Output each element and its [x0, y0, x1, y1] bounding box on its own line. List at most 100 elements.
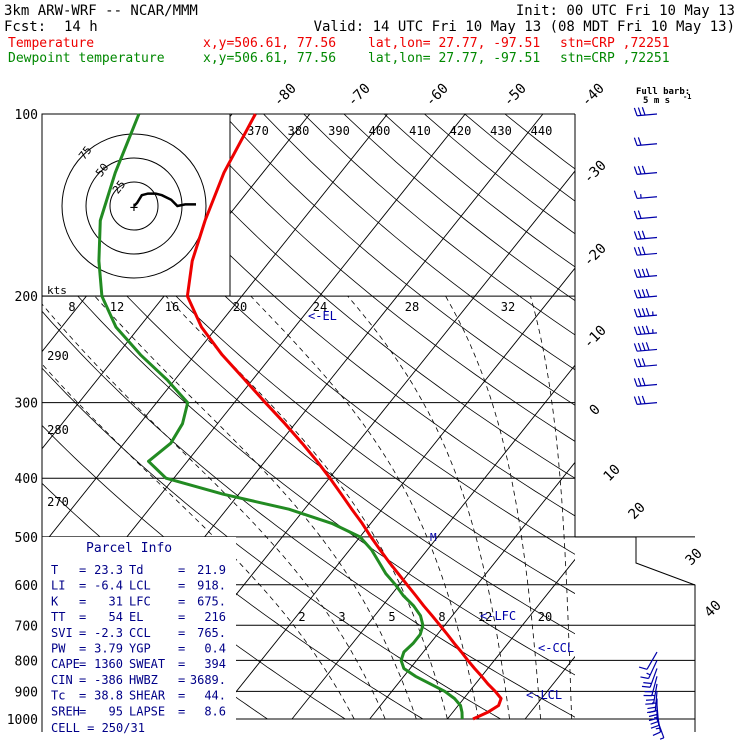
wind-barb-staff — [637, 383, 658, 387]
wind-barb-staff — [637, 236, 658, 240]
wind-barb-staff — [637, 332, 658, 336]
parcel-value: 1360 — [94, 657, 123, 671]
isotherm-line — [447, 558, 575, 720]
wind-barb-half-flag — [646, 672, 651, 676]
mixing-ratio-label: 16 — [165, 300, 179, 314]
wind-barb — [633, 358, 658, 368]
moist-adiabat-line — [445, 295, 541, 720]
dry-adiabat-line — [42, 254, 575, 676]
parcel-equals: = — [79, 610, 86, 624]
parcel-equals: = — [178, 689, 185, 703]
dry-adiabat-line — [343, 114, 575, 302]
wind-barb-staff — [637, 402, 658, 405]
wind-barb-flag — [641, 308, 646, 317]
wind-barb-staff — [637, 364, 658, 368]
parcel-equals: = — [178, 610, 185, 624]
parcel-equals: = — [178, 594, 185, 608]
temperature-trace — [185, 113, 503, 721]
wind-barb-flag — [641, 395, 646, 404]
wind-barb-flag — [637, 230, 642, 240]
skewt-plot-area: 1002003004005006007008009001000755025+kt… — [7, 81, 740, 740]
theta-label: 290 — [47, 349, 69, 363]
mixing-ratio-label: 3 — [338, 610, 345, 624]
wind-barb-flag — [633, 231, 638, 240]
dewpoint-row-latlon: lat,lon= 27.77, -97.51 — [368, 51, 540, 66]
isotherm-label: -30 — [581, 158, 610, 187]
parcel-value: 394 — [204, 657, 226, 671]
wind-barb-flag — [633, 247, 638, 256]
parcel-label: CAPE — [51, 657, 80, 671]
hodograph-ring-label: 25 — [110, 178, 128, 196]
wind-barb-flag — [641, 165, 646, 174]
wind-barb-flag — [637, 396, 642, 405]
parcel-equals: = — [178, 579, 185, 593]
isotherm-label: -60 — [423, 81, 452, 110]
wind-barb-flag — [637, 358, 642, 367]
wind-barb-flag — [641, 685, 651, 688]
wind-barb-flag — [633, 289, 638, 299]
parcel-label: Td — [129, 563, 143, 577]
isotherm-label: -20 — [581, 241, 610, 270]
isotherm-line — [681, 114, 740, 719]
wind-barb-flag — [637, 166, 642, 175]
wind-barb-flag — [641, 358, 646, 367]
dry-adiabat-line — [102, 114, 575, 517]
wind-barb — [633, 268, 658, 278]
wind-barb — [640, 660, 658, 680]
hodograph-ring-label: 50 — [93, 161, 111, 179]
el-marker: <-EL — [308, 309, 337, 323]
wind-barb-flag — [640, 676, 649, 680]
wind-barb-flag — [637, 289, 642, 298]
wind-barb — [633, 325, 658, 336]
wind-barb-flag — [647, 710, 656, 714]
wind-barb-flag — [645, 288, 650, 298]
dry-adiabat-line — [42, 310, 575, 718]
wind-barb-flag — [648, 713, 658, 718]
wind-barb-flag — [641, 268, 646, 277]
temperature-row-latlon: lat,lon= 27.77, -97.51 — [368, 36, 540, 51]
wind-barb-half-flag — [659, 737, 665, 740]
wind-barb — [633, 342, 658, 352]
pressure-tick-label: 1000 — [7, 713, 38, 728]
dewpoint-trace — [97, 113, 464, 720]
hodograph-ring — [109, 181, 159, 231]
parcel-equals: = — [79, 704, 86, 718]
mixing-ratio-label: 32 — [501, 300, 515, 314]
wind-barb-staff — [637, 314, 658, 318]
parcel-equals: = — [178, 704, 185, 718]
wind-barb-flag — [637, 377, 642, 387]
temperature-row-label: Temperature — [8, 36, 94, 51]
isotherm-label: -70 — [345, 81, 374, 110]
mixing-ratio-label: 12 — [110, 300, 124, 314]
wind-barb-flag — [645, 342, 650, 351]
parcel-equals: = — [79, 642, 86, 656]
wind-barb-staff — [637, 295, 658, 299]
wind-barb-flag — [648, 717, 658, 722]
hodograph-storm-marker: + — [130, 200, 138, 216]
wind-barb-staff — [651, 676, 658, 696]
parcel-label: HWBZ — [129, 673, 158, 687]
isotherm-label: -50 — [501, 81, 530, 110]
parcel-label: LI — [51, 579, 65, 593]
valid-label: Valid: 14 UTC Fri 10 May 13 (08 MDT Fri … — [314, 19, 735, 35]
parcel-equals: = — [178, 563, 185, 577]
wind-barb-staff — [648, 660, 658, 679]
temperature-row-xy: x,y=506.61, 77.56 — [203, 36, 336, 51]
theta-label: 430 — [490, 124, 512, 138]
wind-barb-staff — [652, 683, 658, 704]
mixing-ratio-label: 12 — [478, 610, 492, 624]
parcel-value: 31 — [109, 594, 123, 608]
dewpoint-row-xy: x,y=506.61, 77.56 — [203, 51, 336, 66]
theta-label: 380 — [288, 124, 310, 138]
wind-barb-staff — [637, 348, 658, 352]
wind-barb-staff — [637, 196, 658, 200]
isotherm-label: 0 — [587, 402, 604, 419]
parcel-label: LAPSE — [129, 704, 165, 718]
wind-barb-flag — [633, 308, 638, 318]
parcel-info-title: Parcel Info — [86, 541, 172, 556]
wind-barb-flag — [633, 137, 638, 146]
wind-barb-flag — [641, 325, 646, 335]
wind-barb-flag — [633, 378, 638, 387]
dry-adiabat-line — [182, 114, 575, 442]
